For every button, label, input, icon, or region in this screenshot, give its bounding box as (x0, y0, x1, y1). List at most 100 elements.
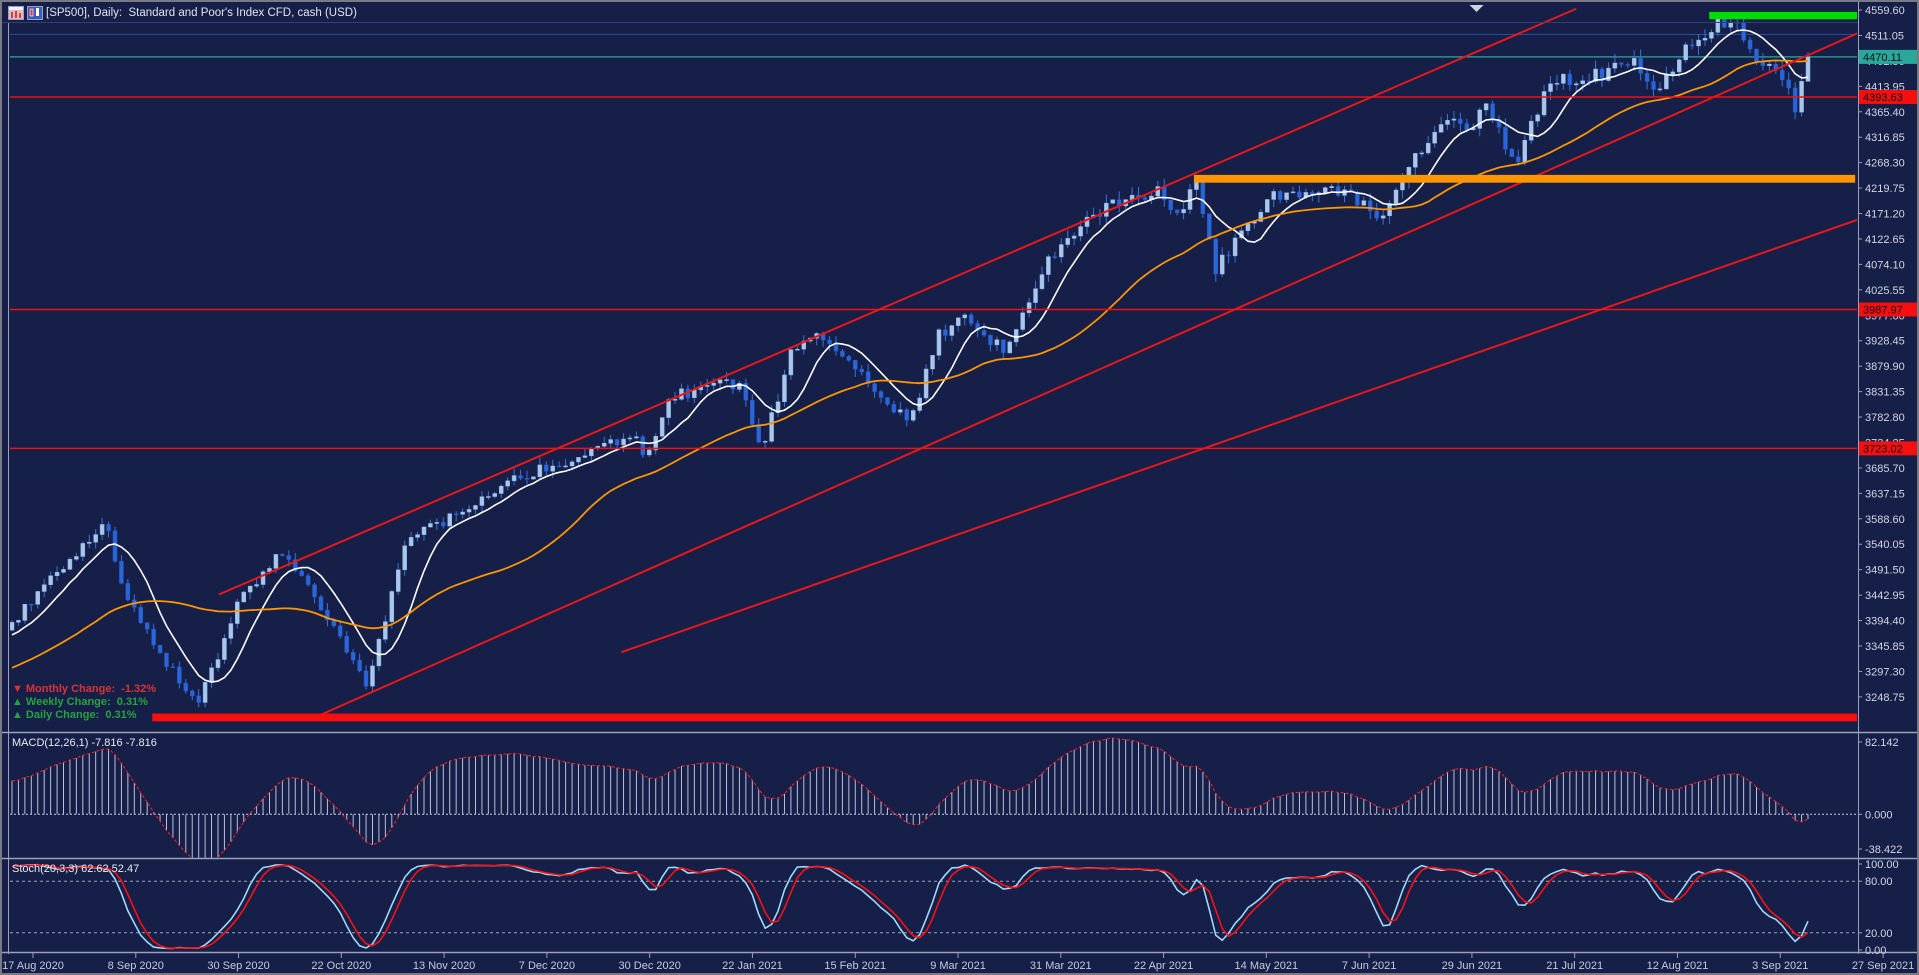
candle-up (1535, 114, 1540, 122)
candle-down (189, 690, 195, 697)
candle-down (1052, 256, 1058, 258)
candle-up (1657, 88, 1663, 91)
candle-up (1767, 63, 1772, 66)
support-zone-orange[interactable] (1193, 174, 1856, 183)
candle-up (1413, 153, 1418, 168)
trendline[interactable] (312, 30, 1864, 720)
candle-up (247, 585, 253, 593)
candlestick-series (10, 12, 1811, 708)
candle-up (1284, 192, 1289, 200)
resistance-zone-green[interactable] (1709, 11, 1864, 20)
time-tick-label: 14 May 2021 (1235, 960, 1299, 972)
candle-down (196, 695, 201, 703)
stoch-tick-label: 0.00 (1865, 945, 1886, 957)
candle-up (1039, 274, 1045, 289)
candle-up (41, 584, 47, 592)
candle-down (1516, 156, 1521, 163)
candle-up (10, 622, 15, 631)
candle-up (1013, 329, 1019, 343)
stochastic-d-line (11, 864, 1809, 950)
candle-up (1084, 216, 1090, 227)
candle-up (910, 410, 916, 421)
time-axis[interactable] (2, 954, 1919, 975)
candle-down (878, 391, 884, 398)
candle-up (1702, 38, 1708, 41)
candle-down (183, 682, 189, 692)
candle-up (1078, 226, 1083, 237)
candle-down (1780, 69, 1785, 81)
candle-up (254, 584, 259, 587)
candle-up (659, 417, 665, 437)
candle-up (711, 382, 716, 386)
candle-up (1059, 244, 1064, 258)
time-tick-label: 22 Oct 2020 (311, 960, 371, 972)
candle-up (898, 409, 903, 413)
trendline[interactable] (218, 7, 1577, 596)
candle-down (1625, 64, 1631, 66)
time-tick-label: 12 Aug 2021 (1647, 960, 1709, 972)
candle-up (1631, 58, 1637, 66)
candle-up (1561, 73, 1566, 84)
candle-up (1361, 200, 1367, 206)
ma-slow-line (11, 59, 1809, 669)
candle-up (1104, 202, 1109, 217)
candle-down (730, 379, 736, 390)
candle-up (704, 385, 710, 387)
candle-down (350, 651, 356, 661)
time-tick-label: 15 Feb 2021 (824, 960, 886, 972)
candle-up (1528, 120, 1534, 141)
candle-down (859, 368, 864, 373)
price-tick-label: 3588.60 (1865, 514, 1905, 526)
candle-up (537, 464, 543, 478)
trendline[interactable] (621, 218, 1857, 654)
candle-down (1754, 48, 1759, 62)
time-tick-label: 30 Dec 2020 (618, 960, 680, 972)
candle-up (1425, 142, 1431, 154)
time-tick-label: 13 Nov 2020 (413, 960, 475, 972)
candle-down (292, 559, 298, 572)
candle-up (415, 534, 420, 538)
candle-up (479, 496, 485, 506)
candle-up (634, 436, 639, 439)
monthly-change-text: Monthly Change: -1.32% (25, 683, 157, 695)
candle-up (241, 591, 246, 603)
price-axis[interactable] (1858, 2, 1919, 954)
candle-down (151, 628, 156, 646)
candle-up (376, 638, 382, 667)
candle-up (724, 379, 729, 381)
candle-down (344, 635, 349, 653)
candle-down (29, 604, 34, 606)
up-arrow-glyph: ▲ (12, 709, 23, 721)
price-tick-label: 3637.15 (1865, 488, 1905, 500)
candle-down (846, 356, 852, 361)
candle-down (988, 335, 993, 346)
price-tick-label: 4268.30 (1865, 158, 1905, 170)
candle-up (1271, 191, 1276, 200)
candle-up (1155, 186, 1161, 197)
candle-down (1174, 209, 1180, 214)
candle-down (144, 622, 150, 630)
macd-indicator-label: MACD(12,26,1) -7.816 -7.816 (12, 737, 157, 749)
time-tick-label: 31 Mar 2021 (1030, 960, 1092, 972)
macd-pane[interactable] (10, 734, 1857, 858)
candle-up (16, 620, 21, 623)
candle-down (305, 575, 311, 585)
support-zone-red[interactable] (152, 713, 1857, 722)
down-arrow-marker[interactable] (1469, 5, 1484, 12)
candle-up (666, 399, 671, 418)
candle-up (202, 682, 208, 703)
candle-up (1580, 80, 1585, 84)
candle-down (1786, 79, 1791, 89)
candle-down (357, 659, 362, 672)
candle-down (1619, 62, 1624, 65)
price-tick-label: 3782.80 (1865, 412, 1905, 424)
candle-up (486, 496, 491, 498)
macd-tick-label: 82.142 (1865, 737, 1899, 749)
candle-up (550, 465, 555, 472)
candle-down (338, 625, 343, 637)
candle-up (1232, 237, 1238, 257)
level-price-label-text: 4393.63 (1863, 92, 1903, 104)
candle-down (177, 666, 182, 684)
